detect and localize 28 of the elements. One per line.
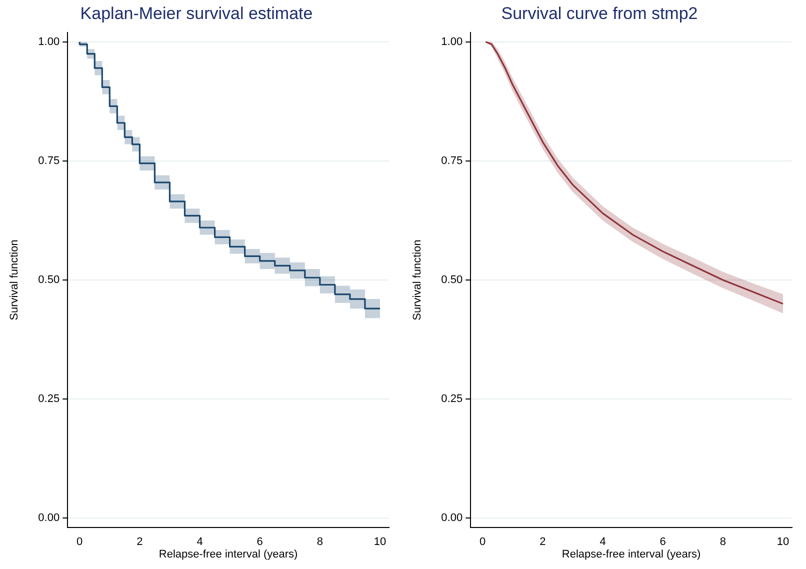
x-tick-label: 6 <box>660 536 666 548</box>
x-tick-label: 0 <box>480 536 486 548</box>
y-tick-label: 1.00 <box>38 36 60 48</box>
chart-title: Survival curve from stmp2 <box>501 4 698 23</box>
y-axis-title: Survival function <box>8 240 21 320</box>
y-tick-label: 0.25 <box>38 393 60 406</box>
y-tick-label: 0.00 <box>441 512 463 524</box>
y-tick-label: 0.50 <box>38 274 60 286</box>
x-axis-title: Relapse-free interval (years) <box>158 548 298 560</box>
x-axis-title: Relapse-free interval (years) <box>562 548 701 560</box>
x-tick-label: 10 <box>374 536 386 548</box>
x-tick-label: 8 <box>720 536 726 548</box>
x-tick-label: 4 <box>600 536 606 548</box>
y-tick-label: 0.25 <box>441 393 463 406</box>
x-tick-label: 8 <box>316 536 323 548</box>
x-tick-label: 0 <box>76 536 83 548</box>
y-tick-label: 0.00 <box>38 512 60 524</box>
x-tick-label: 2 <box>540 536 546 548</box>
y-tick-label: 0.75 <box>441 154 463 167</box>
y-tick-label: 0.75 <box>38 154 60 167</box>
x-tick-label: 6 <box>256 536 263 548</box>
y-tick-label: 1.00 <box>441 36 463 48</box>
x-tick-label: 2 <box>136 536 143 548</box>
y-tick-label: 0.50 <box>441 274 463 286</box>
chart-title: Kaplan-Meier survival estimate <box>80 4 313 23</box>
x-tick-label: 4 <box>196 536 203 548</box>
x-tick-label: 10 <box>776 536 790 548</box>
y-axis-title: Survival function <box>412 240 424 320</box>
